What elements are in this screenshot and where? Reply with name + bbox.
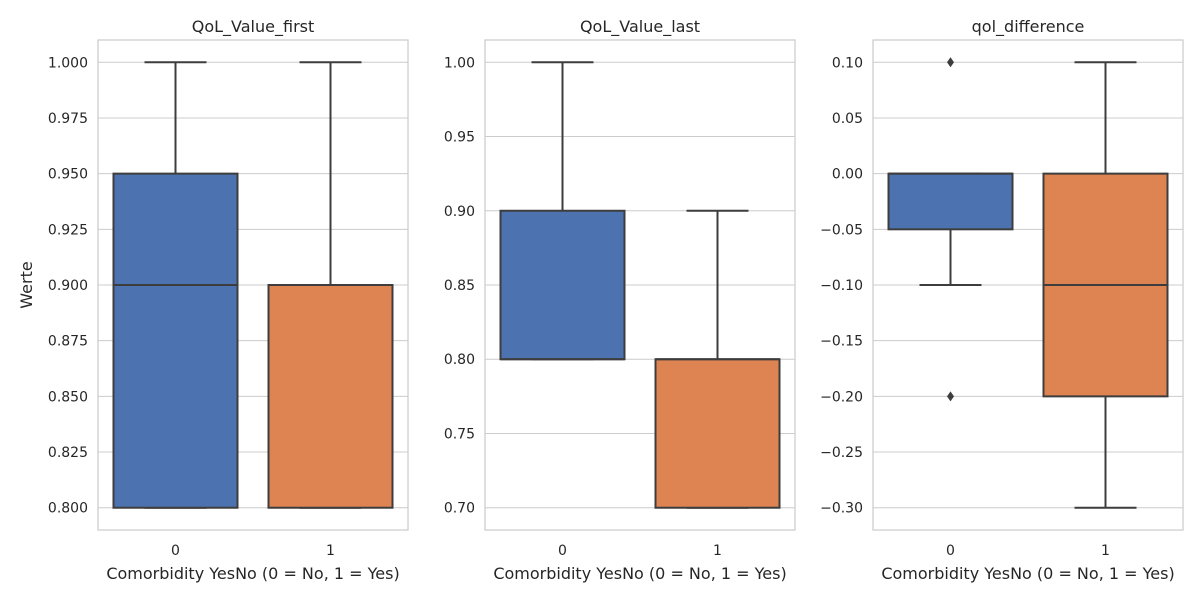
- x-tick-label: 1: [1101, 543, 1110, 559]
- panel-title: qol_difference: [972, 17, 1085, 37]
- y-tick-label: 0.825: [48, 445, 88, 461]
- x-tick-label: 0: [171, 543, 180, 559]
- y-tick-label: 0.875: [48, 334, 88, 350]
- box-0: [887, 172, 1014, 231]
- y-tick-label: −0.20: [820, 389, 863, 405]
- y-tick-label: 0.90: [444, 204, 475, 220]
- y-tick-label: 0.80: [444, 352, 475, 368]
- y-tick-label: 0.75: [444, 426, 475, 442]
- panel-2: 0.70 0.75 0.80 0.85 0.90 0.95 1.00 QoL_Value_la…: [444, 17, 796, 583]
- plot-frame: [872, 39, 1184, 531]
- y-tick-label: 0.05: [832, 111, 863, 127]
- box-0: [499, 209, 626, 361]
- box-0: [112, 172, 239, 509]
- y-tick-label: 0.70: [444, 501, 475, 517]
- y-tick-label: 0.10: [832, 55, 863, 71]
- x-axis-label: Comorbidity YesNo (0 = No, 1 = Yes): [106, 564, 399, 583]
- x-axis-label: Comorbidity YesNo (0 = No, 1 = Yes): [881, 564, 1174, 583]
- panel-1: 0.800 0.825 0.850 0.875 0.900 0.925 0.950 0.975…: [17, 17, 409, 583]
- y-tick-label: 0.00: [832, 167, 863, 183]
- y-tick-label: 0.800: [48, 501, 88, 517]
- y-tick-label: 1.000: [48, 55, 88, 71]
- x-tick-label: 1: [713, 543, 722, 559]
- y-tick-label: −0.15: [820, 334, 863, 350]
- y-tick-label: 1.00: [444, 55, 475, 71]
- x-tick-label: 0: [946, 543, 955, 559]
- box-1: [654, 358, 781, 509]
- x-tick-label: 1: [326, 543, 335, 559]
- y-tick-label: 0.95: [444, 130, 475, 146]
- box-1: [267, 284, 394, 509]
- y-tick-label: −0.05: [820, 222, 863, 238]
- y-tick-label: 0.950: [48, 167, 88, 183]
- panel-title: QoL_Value_first: [192, 17, 315, 37]
- y-tick-label: 0.900: [48, 278, 88, 294]
- x-tick-label: 0: [558, 543, 567, 559]
- y-tick-label: 0.85: [444, 278, 475, 294]
- plot-frame: [97, 39, 409, 531]
- outlier-point: [947, 57, 954, 68]
- plot-frame: [484, 39, 796, 531]
- panel-3: −0.30 −0.25 −0.20 −0.15 −0.10 −0.05 0.00 0.05 0.…: [820, 17, 1184, 583]
- panel-title: QoL_Value_last: [580, 17, 700, 37]
- y-tick-label: −0.10: [820, 278, 863, 294]
- y-tick-label: 0.850: [48, 389, 88, 405]
- outlier-point: [947, 391, 954, 402]
- x-axis-label: Comorbidity YesNo (0 = No, 1 = Yes): [493, 564, 786, 583]
- y-axis-label: Werte: [17, 261, 36, 308]
- y-tick-label: −0.30: [820, 501, 863, 517]
- y-tick-label: −0.25: [820, 445, 863, 461]
- y-tick-label: 0.975: [48, 111, 88, 127]
- y-tick-label: 0.925: [48, 222, 88, 238]
